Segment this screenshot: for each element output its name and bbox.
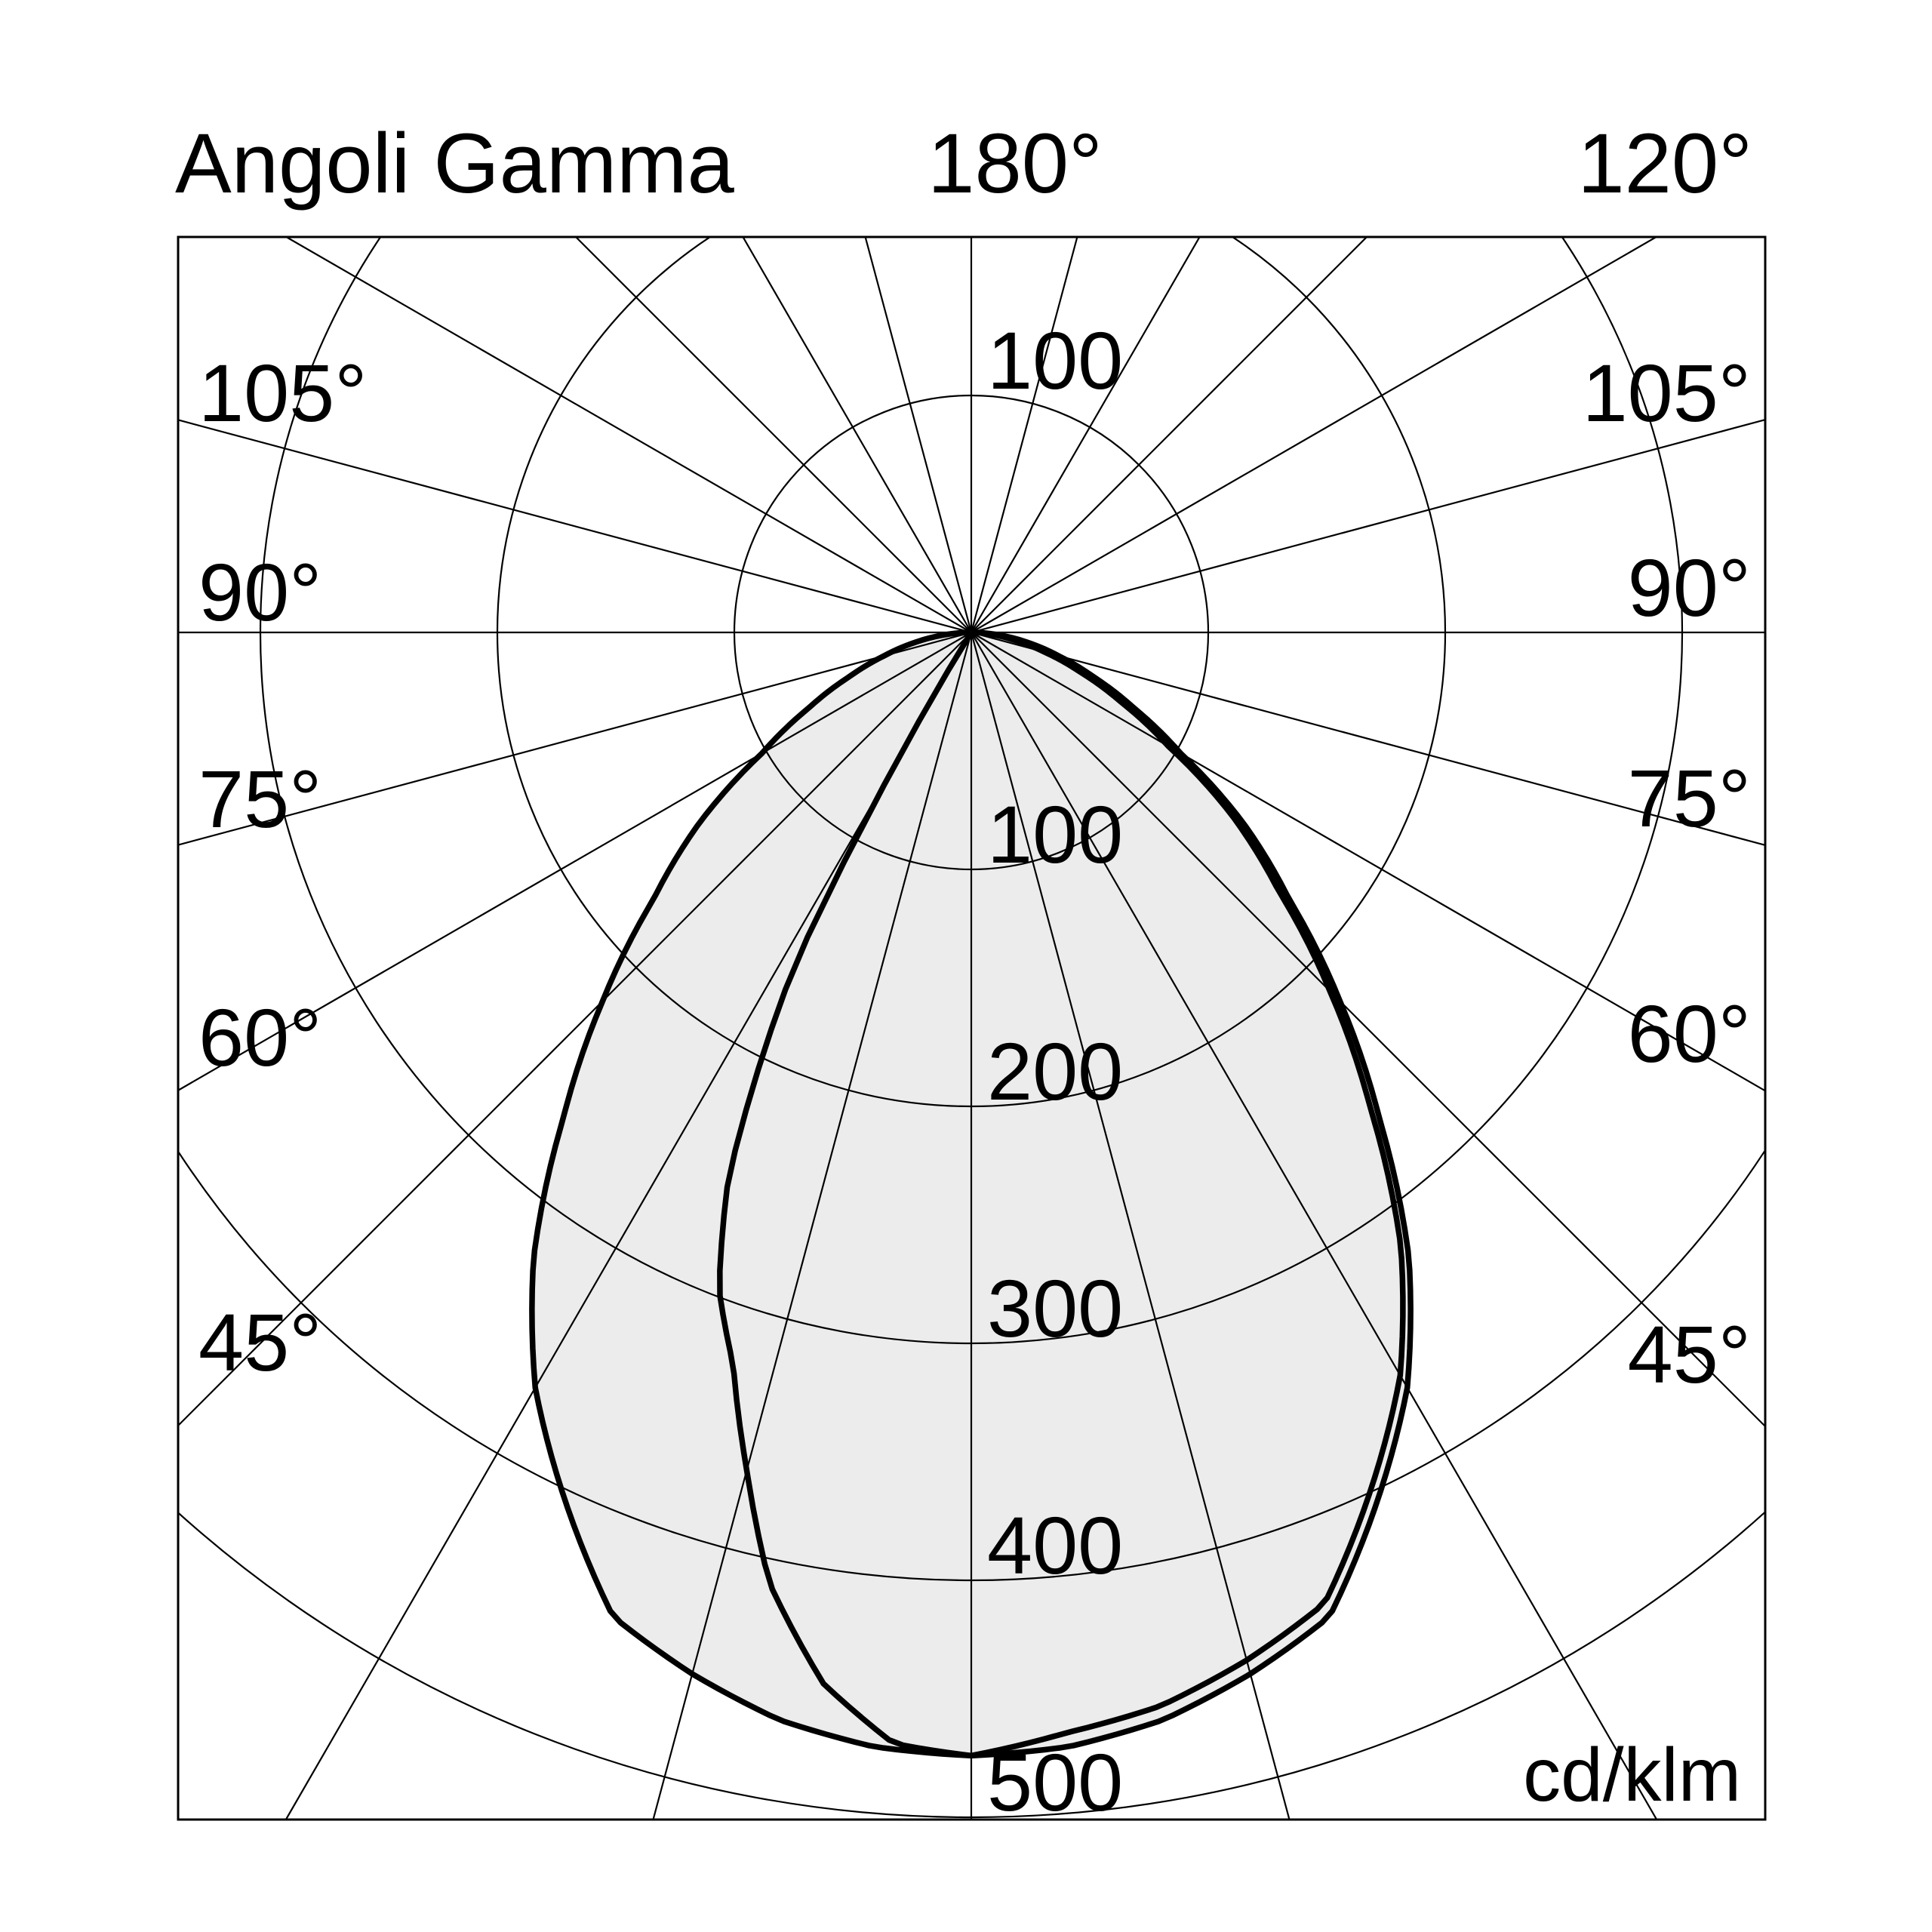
angle-label-180: 180° [928,116,1103,211]
radial-line-330 [285,632,972,1820]
ring-label-300: 300 [987,1263,1124,1354]
angle-label-right-90: 90° [1627,542,1751,633]
angle-label-right-105: 105° [1582,347,1751,438]
angle-label-right-60: 60° [1627,988,1751,1079]
angle-label-left-105: 105° [198,347,368,438]
curve-narrow-plane [717,629,1406,1759]
angle-label-left-90: 90° [198,546,322,638]
ring-label-200: 200 [987,1026,1124,1117]
unit-label: cd/klm [1523,1733,1741,1817]
radial-line-315 [178,632,972,1427]
radial-line-225 [574,237,972,633]
chart-frame [177,235,1767,1821]
radial-line-15 [970,632,1291,1820]
radial-line-135 [971,237,1368,633]
ring-label-100: 100 [987,789,1124,880]
radial-line-30 [971,632,1658,1820]
radial-line-120 [971,237,1658,633]
radial-line-45 [971,632,1765,1428]
radial-line-165 [970,237,1078,633]
radial-line-240 [285,237,972,633]
radial-line-195 [864,237,973,633]
radial-line-255 [178,419,972,634]
angle-label-left-45: 45° [198,1297,322,1388]
intensity-curves [529,629,1414,1759]
radial-line-210 [742,237,972,633]
angle-label-left-60: 60° [198,992,322,1083]
radial-line-75 [971,631,1765,847]
page-title: Angoli Gamma [175,116,734,211]
radial-line-285 [178,631,972,846]
radial-line-150 [971,237,1201,633]
ring-label-400: 400 [987,1500,1124,1591]
angle-label-left-75: 75° [198,753,322,844]
ring-label-500: 500 [987,1737,1124,1828]
angle-label-right-45: 45° [1627,1309,1751,1400]
radial-line-105 [971,418,1765,634]
radial-line-345 [652,632,973,1820]
radial-line-300 [178,632,972,1092]
ring-label-100-top: 100 [987,315,1124,406]
angle-label-right-75: 75° [1627,752,1751,844]
radial-line-60 [971,632,1765,1092]
angle-label-120: 120° [1577,116,1752,211]
